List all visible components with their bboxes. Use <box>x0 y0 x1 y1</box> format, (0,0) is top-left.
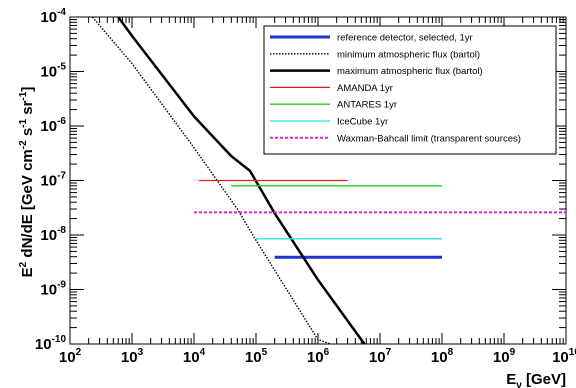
x-tick-exponent: 2 <box>76 347 82 358</box>
x-tick-exponent: 7 <box>386 347 392 358</box>
x-tick-base: 10 <box>552 349 569 366</box>
y-tick-label: 10-7 <box>40 171 66 190</box>
legend-label-3: maximum atmospheric flux (bartol) <box>337 66 483 77</box>
legend-box <box>263 25 557 155</box>
x-tick-label: 102 <box>59 347 82 366</box>
legend-label-6: IceCube 1yr <box>337 117 388 128</box>
y-tick-label: 10-9 <box>40 280 66 299</box>
y-tick-exponent: -6 <box>57 116 66 127</box>
legend-entries: reference detector, selected, 1yr minimum… <box>270 33 521 144</box>
y-tick-exponent: -9 <box>57 280 66 291</box>
y-title-sup-4: -1 <box>18 91 29 100</box>
y-tick-label: 10-8 <box>40 225 66 244</box>
y-tick-label: 10-6 <box>40 116 66 135</box>
x-tick-base: 10 <box>121 349 138 366</box>
y-title-sup-3: -1 <box>18 118 29 127</box>
legend-label-1: reference detector, selected, 1yr <box>337 33 473 44</box>
x-tick-base: 10 <box>493 349 510 366</box>
x-tick-exponent: 8 <box>448 347 454 358</box>
y-tick-base: 10 <box>40 9 57 26</box>
x-tick-base: 10 <box>431 349 448 366</box>
y-tick-exponent: -4 <box>57 7 66 18</box>
x-tick-label: 107 <box>369 347 392 366</box>
y-title-sup-2: -2 <box>18 140 29 149</box>
y-tick-base: 10 <box>40 282 57 299</box>
y-tick-base: 10 <box>40 173 57 190</box>
y-tick-base: 10 <box>40 118 57 135</box>
y-tick-exponent: -8 <box>57 225 66 236</box>
y-tick-label: 10-5 <box>40 62 66 81</box>
y-axis-title: E2 dN/dE [GeV cm-2 s-1 sr-1] <box>18 87 36 278</box>
y-tick-label: 10-4 <box>40 7 66 26</box>
x-tick-base: 10 <box>183 349 200 366</box>
y-tick-base: 10 <box>40 64 57 81</box>
legend-label-7: Waxman-Bahcall limit (transparent source… <box>337 133 521 144</box>
legend-label-5: ANTARES 1yr <box>337 100 397 111</box>
series-line-3 <box>117 17 366 344</box>
x-tick-label: 104 <box>183 347 206 366</box>
x-tick-base: 10 <box>307 349 324 366</box>
axis-ticks <box>69 16 567 345</box>
y-tick-exponent: -10 <box>52 334 67 345</box>
x-tick-base: 10 <box>59 349 76 366</box>
y-tick-exponent: -5 <box>57 62 66 73</box>
x-tick-exponent: 6 <box>324 347 330 358</box>
y-tick-exponent: -7 <box>57 171 66 182</box>
x-tick-exponent: 9 <box>510 347 516 358</box>
tick-labels: 102103104105106107108109101010-1010-910-… <box>35 7 576 366</box>
series-lines <box>91 17 566 344</box>
y-tick-base: 10 <box>40 227 57 244</box>
x-tick-exponent: 3 <box>138 347 144 358</box>
x-tick-label: 106 <box>307 347 330 366</box>
x-tick-label: 105 <box>245 347 268 366</box>
y-title-sup-1: 2 <box>18 261 29 267</box>
x-tick-base: 10 <box>369 349 386 366</box>
x-tick-label: 103 <box>121 347 144 366</box>
x-title-sub: ν <box>516 380 522 388</box>
y-tick-label: 10-10 <box>35 334 67 353</box>
legend-label-4: AMANDA 1yr <box>337 83 393 94</box>
x-axis-title: Eν [GeV] <box>506 371 566 388</box>
series-line-2 <box>91 17 331 344</box>
x-tick-label: 109 <box>493 347 516 366</box>
x-tick-exponent: 4 <box>200 347 206 358</box>
x-tick-base: 10 <box>245 349 262 366</box>
legend: reference detector, selected, 1yr minimum… <box>263 25 557 155</box>
x-tick-label: 108 <box>431 347 454 366</box>
y-tick-base: 10 <box>35 336 52 353</box>
legend-label-2: minimum atmospheric flux (bartol) <box>337 49 480 60</box>
x-tick-exponent: 5 <box>262 347 268 358</box>
x-tick-exponent: 10 <box>569 347 576 358</box>
